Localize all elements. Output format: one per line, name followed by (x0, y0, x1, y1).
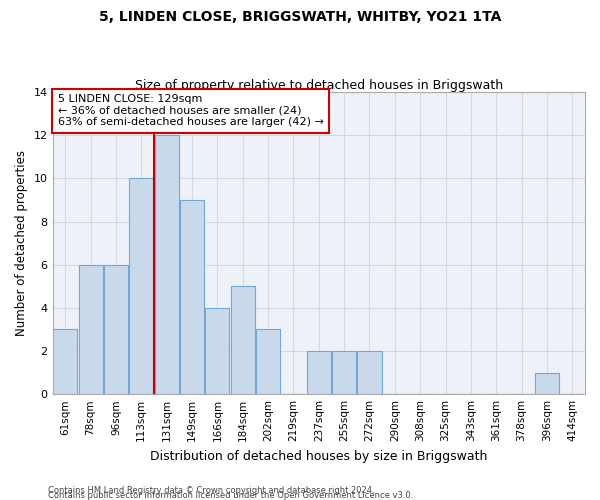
Bar (256, 330, 280, 394)
Bar (230, 286, 255, 394)
Title: Size of property relative to detached houses in Briggswath: Size of property relative to detached ho… (135, 79, 503, 92)
Bar (358, 351, 382, 394)
Text: 5, LINDEN CLOSE, BRIGGSWATH, WHITBY, YO21 1TA: 5, LINDEN CLOSE, BRIGGSWATH, WHITBY, YO2… (99, 10, 501, 24)
Bar (205, 308, 229, 394)
Bar (155, 135, 179, 394)
Bar (332, 351, 356, 394)
Bar (307, 351, 331, 394)
Bar (53, 330, 77, 394)
Bar (535, 372, 559, 394)
Bar (104, 264, 128, 394)
X-axis label: Distribution of detached houses by size in Briggswath: Distribution of detached houses by size … (150, 450, 487, 462)
Bar (79, 264, 103, 394)
Text: Contains HM Land Registry data © Crown copyright and database right 2024.: Contains HM Land Registry data © Crown c… (48, 486, 374, 495)
Text: 5 LINDEN CLOSE: 129sqm
← 36% of detached houses are smaller (24)
63% of semi-det: 5 LINDEN CLOSE: 129sqm ← 36% of detached… (58, 94, 323, 128)
Bar (129, 178, 154, 394)
Y-axis label: Number of detached properties: Number of detached properties (15, 150, 28, 336)
Bar (180, 200, 204, 394)
Text: Contains public sector information licensed under the Open Government Licence v3: Contains public sector information licen… (48, 490, 413, 500)
